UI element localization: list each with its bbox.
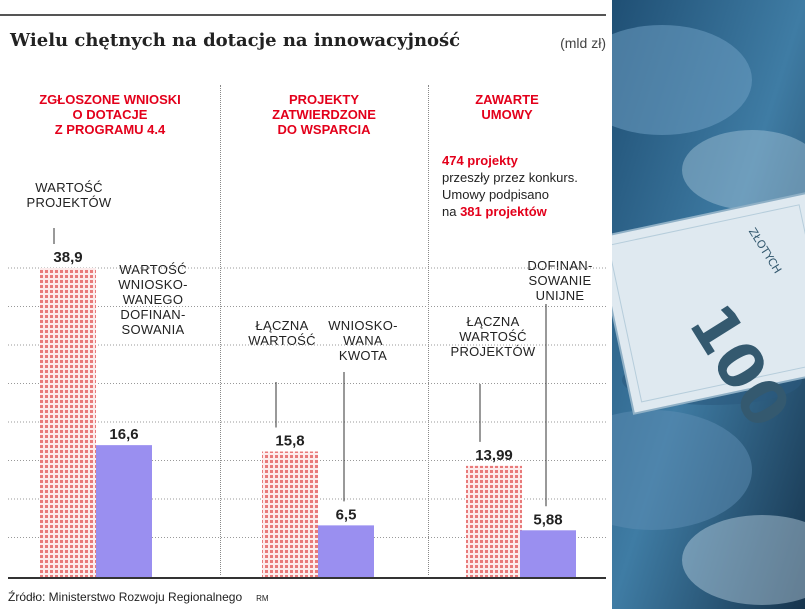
bar-value-label: 6,5 xyxy=(336,506,357,523)
bar-label: WARTOŚĆ PROJEKTÓW xyxy=(26,180,112,210)
bar xyxy=(96,445,152,577)
section-header-3: ZAWARTE UMOWY xyxy=(475,92,539,122)
bar-value-label: 16,6 xyxy=(109,426,138,443)
bars xyxy=(40,268,576,577)
baseline xyxy=(8,577,606,579)
bar xyxy=(40,268,96,577)
source-text: Źródło: Ministerstwo Rozwoju Regionalneg… xyxy=(8,590,243,604)
author-initials: RM xyxy=(256,594,269,603)
value-labels: 38,9 16,6 15,8 6,5 13,99 5,88 xyxy=(53,249,562,528)
bar-label: WARTOŚĆ WNIOSKO- WANEGO DOFINAN- SOWANIA xyxy=(118,262,188,337)
note-prefix: na xyxy=(442,204,461,219)
note-line: Umowy podpisano xyxy=(442,187,549,202)
section-divider xyxy=(220,85,221,575)
bar-value-label: 13,99 xyxy=(475,447,513,464)
banknotes-photo: 100 ZŁOTYCH xyxy=(612,0,805,609)
top-rule xyxy=(0,14,606,16)
bar-value-label: 15,8 xyxy=(275,432,304,449)
source-note: Źródło: Ministerstwo Rozwoju Regionalneg… xyxy=(8,590,269,604)
bar-label: WNIOSKO- WANA KWOTA xyxy=(328,318,398,363)
section-header-2: PROJEKTY ZATWIERDZONE DO WSPARCIA xyxy=(272,92,376,137)
note-projects-count: 474 projekty xyxy=(442,153,518,168)
bar-label: ŁĄCZNA WARTOŚĆ PROJEKTÓW xyxy=(450,314,536,359)
chart-title: Wielu chętnych na dotacje na innowacyjno… xyxy=(10,30,461,51)
leader-lines xyxy=(53,228,547,507)
unit-label: (mld zł) xyxy=(560,35,606,51)
section-header-1: ZGŁOSZONE WNIOSKI O DOTACJE Z PROGRAMU 4… xyxy=(39,92,181,137)
bar-value-label: 5,88 xyxy=(533,511,562,528)
section-divider xyxy=(428,85,429,575)
bar xyxy=(262,451,318,577)
bar-label: DOFINAN- SOWANIE UNIJNE xyxy=(527,258,593,303)
bar-label: ŁĄCZNA WARTOŚĆ xyxy=(248,318,316,348)
bar xyxy=(318,525,374,577)
note-signed-count: 381 projektów xyxy=(460,204,547,219)
bar xyxy=(466,465,522,577)
contracts-note: 474 projekty przeszły przez konkurs. Umo… xyxy=(442,152,612,220)
bar xyxy=(520,530,576,577)
bar-chart: 38,9 16,6 15,8 6,5 13,99 5,88 xyxy=(8,228,606,577)
note-line: przeszły przez konkurs. xyxy=(442,170,578,185)
bar-value-label: 38,9 xyxy=(53,249,82,266)
